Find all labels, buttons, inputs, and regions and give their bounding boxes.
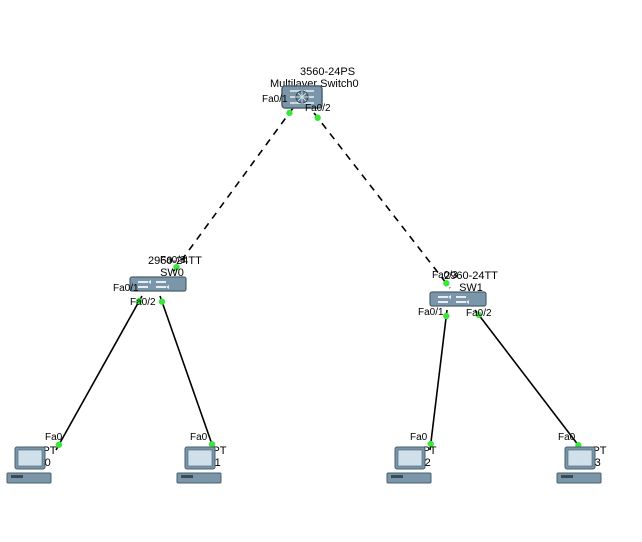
port-label: Fa0/2 bbox=[130, 297, 156, 308]
link-status-dot bbox=[443, 313, 449, 319]
port-label: Fa0/2 bbox=[305, 103, 331, 114]
device-pc1[interactable]: PC-PT PC1 bbox=[175, 445, 245, 469]
port-label: Fa0/1 bbox=[113, 283, 139, 294]
network-link[interactable] bbox=[430, 310, 447, 450]
link-status-dot bbox=[314, 115, 320, 121]
port-label: Fa0/2 bbox=[466, 308, 492, 319]
device-switch1[interactable]: 2960-24TT SW1 bbox=[428, 288, 500, 294]
network-link[interactable] bbox=[56, 296, 142, 450]
port-label: Fa0 bbox=[410, 432, 427, 443]
pc-icon bbox=[555, 445, 603, 487]
pc-icon bbox=[385, 445, 433, 487]
link-status-dot bbox=[159, 298, 165, 304]
network-link[interactable] bbox=[475, 310, 582, 450]
pc-icon bbox=[5, 445, 53, 487]
device-multilayer-switch0[interactable]: 3560-24PS Multilayer Switch0 bbox=[280, 80, 340, 90]
network-link[interactable] bbox=[314, 113, 450, 288]
device-pc2[interactable]: PC-PT PC2 bbox=[385, 445, 455, 469]
network-link[interactable] bbox=[160, 296, 214, 450]
port-label: Fa0 bbox=[45, 432, 62, 443]
port-label: Fa0 bbox=[190, 432, 207, 443]
port-label: Fa0/3 bbox=[432, 270, 458, 281]
device-model-label: 3560-24PS bbox=[300, 66, 340, 78]
port-label: Fa0 bbox=[558, 432, 575, 443]
device-pc0[interactable]: PC-PT PC0 bbox=[5, 445, 75, 469]
port-label: Fa0/3 bbox=[160, 255, 186, 266]
device-switch0[interactable]: 2960-24TT SW0 bbox=[128, 273, 200, 279]
port-label: Fa0/1 bbox=[262, 94, 288, 105]
port-label: Fa0/1 bbox=[418, 307, 444, 318]
pc-icon bbox=[175, 445, 223, 487]
device-pc3[interactable]: PC-PT PC3 bbox=[555, 445, 625, 469]
network-link[interactable] bbox=[173, 108, 293, 272]
